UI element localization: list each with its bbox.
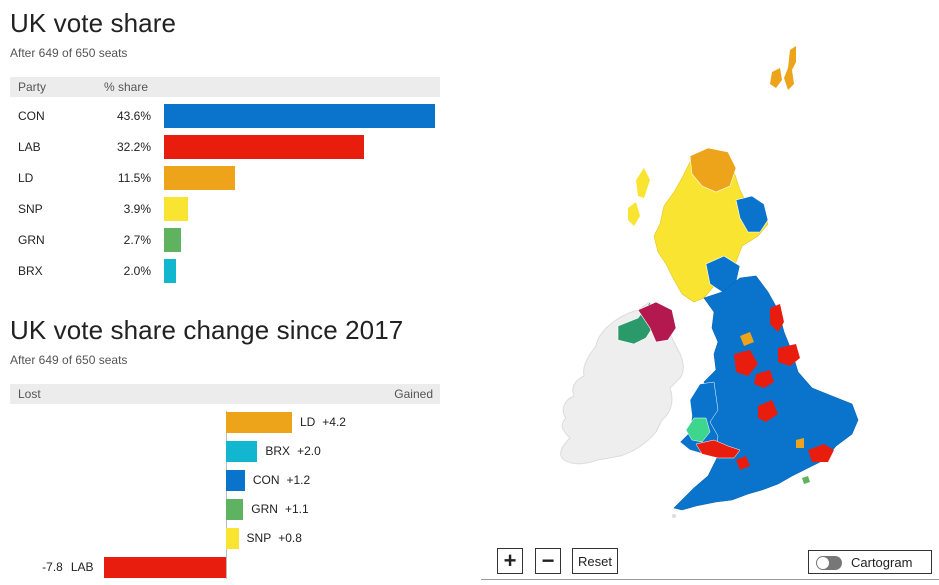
change-party-label: CON <box>252 473 280 487</box>
party-column-header: Party <box>18 80 47 94</box>
change-bar-lab <box>103 557 226 578</box>
lost-label: Lost <box>18 387 41 401</box>
change-party-label: SNP <box>246 531 272 545</box>
change-label-ld: LD +4.2 <box>300 415 346 429</box>
uk-results-map[interactable] <box>478 40 939 545</box>
change-party-label: LD <box>299 415 316 429</box>
party-label: BRX <box>18 264 43 278</box>
vote-change-header: Lost Gained <box>10 384 440 404</box>
share-value-label: 43.6% <box>116 109 151 123</box>
share-value-label: 32.2% <box>116 140 151 154</box>
party-label: LD <box>18 171 34 185</box>
party-label: SNP <box>18 202 43 216</box>
share-bar-brx <box>164 259 177 283</box>
gained-label: Gained <box>394 387 433 401</box>
map-shetland <box>784 46 796 90</box>
share-bar-grn <box>164 228 181 252</box>
map-svg[interactable] <box>478 40 939 545</box>
map-scilly <box>672 514 676 518</box>
share-bar-lab <box>164 135 365 159</box>
change-value-label: +2.0 <box>297 444 321 458</box>
share-column-header: % share <box>104 80 149 94</box>
share-bar-snp <box>164 197 189 221</box>
toggle-switch[interactable] <box>816 556 842 570</box>
change-value-label: -7.8 <box>42 560 63 574</box>
change-value-label: +1.1 <box>284 502 309 516</box>
map-ld-england <box>740 332 804 448</box>
share-value-label: 2.7% <box>123 233 151 247</box>
change-label-snp: SNP +0.8 <box>247 531 302 545</box>
change-bar-snp <box>226 528 239 549</box>
party-label: LAB <box>18 140 41 154</box>
map-controls-rule <box>481 579 939 580</box>
zero-axis-line <box>226 411 227 579</box>
change-value-label: +4.2 <box>322 415 346 429</box>
change-bar-grn <box>226 499 244 520</box>
party-label: CON <box>18 109 45 123</box>
share-row-lab: LAB 32.2% <box>10 135 440 161</box>
zoom-in-button[interactable]: + <box>497 548 523 574</box>
reset-button[interactable]: Reset <box>572 548 618 574</box>
map-wales-pc <box>685 417 711 443</box>
party-label: GRN <box>18 233 45 247</box>
change-party-label: GRN <box>251 502 278 516</box>
toggle-knob <box>817 557 829 569</box>
zoom-out-button[interactable]: − <box>535 548 561 574</box>
share-value-label: 2.0% <box>123 264 151 278</box>
map-lab-yorkshire <box>778 344 800 366</box>
share-row-con: CON 43.6% <box>10 104 440 130</box>
map-lab-london <box>808 444 834 462</box>
change-bar-brx <box>226 441 258 462</box>
change-value-label: +0.8 <box>278 531 302 545</box>
map-lab-north-east <box>770 304 784 332</box>
map-wales-lab <box>695 439 741 459</box>
map-lab-lancashire <box>734 350 774 388</box>
vote-change-subtitle: After 649 of 650 seats <box>10 353 128 367</box>
share-row-brx: BRX 2.0% <box>10 259 440 285</box>
vote-change-title: UK vote share change since 2017 <box>10 315 404 345</box>
map-lab-bristol <box>736 456 750 470</box>
change-bar-ld <box>226 412 292 433</box>
share-row-snp: SNP 3.9% <box>10 197 440 223</box>
change-label-lab: -7.8 LAB <box>42 560 93 574</box>
map-orkney <box>770 68 782 88</box>
map-islands-west <box>628 168 650 226</box>
vote-share-title: UK vote share <box>10 8 177 38</box>
vote-share-table-header: Party % share <box>10 77 440 97</box>
change-party-label: BRX <box>265 444 291 458</box>
vote-share-subtitle: After 649 of 650 seats <box>10 46 128 60</box>
change-label-brx: BRX +2.0 <box>265 444 320 458</box>
cartogram-label: Cartogram <box>851 555 913 570</box>
share-row-ld: LD 11.5% <box>10 166 440 192</box>
share-bar-con <box>164 104 435 128</box>
share-row-grn: GRN 2.7% <box>10 228 440 254</box>
change-label-con: CON +1.2 <box>253 473 310 487</box>
change-value-label: +1.2 <box>286 473 311 487</box>
map-highlands-ld <box>689 147 737 193</box>
share-bar-ld <box>164 166 236 190</box>
map-northern-ireland-dup <box>637 301 677 343</box>
map-grn-brighton <box>802 476 810 484</box>
cartogram-toggle[interactable]: Cartogram <box>808 550 932 574</box>
share-value-label: 3.9% <box>123 202 151 216</box>
change-bar-con <box>226 470 245 491</box>
change-label-grn: GRN +1.1 <box>251 502 308 516</box>
map-lab-midlands <box>758 400 778 422</box>
change-party-label: LAB <box>70 560 94 574</box>
share-value-label: 11.5% <box>117 171 151 185</box>
